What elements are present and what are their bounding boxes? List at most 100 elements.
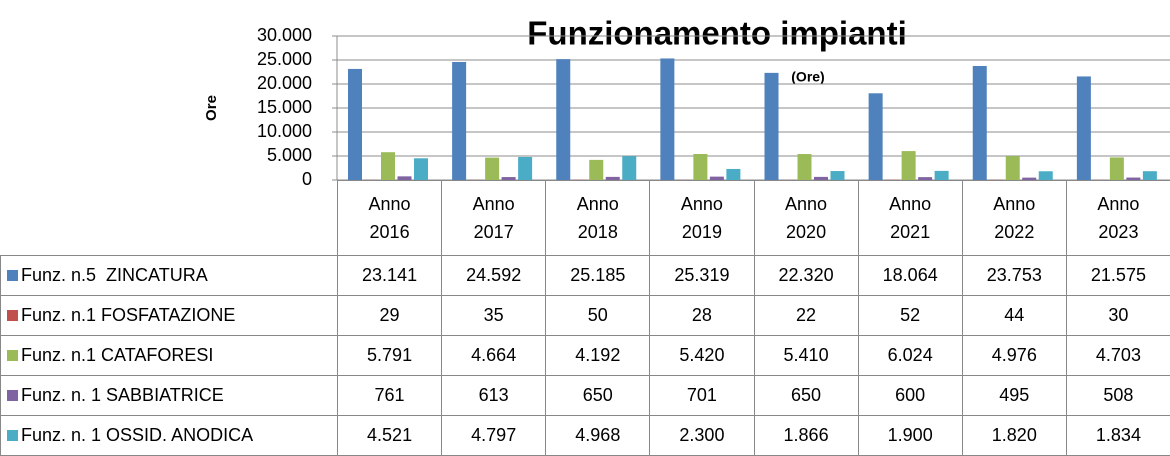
value-label: 28	[650, 296, 754, 336]
bar	[660, 58, 674, 180]
value-label: 650	[754, 376, 858, 416]
category-label: Anno 2023	[1066, 181, 1170, 256]
value-label: 4.797	[442, 416, 546, 456]
bar	[902, 151, 916, 180]
value-label: 4.976	[962, 336, 1066, 376]
value-label: 5.420	[650, 336, 754, 376]
value-label: 4.192	[546, 336, 650, 376]
bar	[518, 157, 532, 180]
bar	[1077, 76, 1091, 180]
bar	[798, 154, 812, 180]
value-label: 50	[546, 296, 650, 336]
chart-subtitle: (Ore)	[791, 69, 824, 85]
value-label: 4.703	[1066, 336, 1170, 376]
bar	[414, 158, 428, 180]
category-label: Anno 2021	[858, 181, 962, 256]
bar	[765, 73, 779, 180]
bar	[556, 59, 570, 180]
value-label: 24.592	[442, 256, 546, 296]
bar	[973, 66, 987, 180]
category-label: Anno 2022	[962, 181, 1066, 256]
chart: Funzionamento impianti (Ore) Ore 05.0001…	[0, 0, 1170, 200]
value-label: 701	[650, 376, 754, 416]
value-label: 508	[1066, 376, 1170, 416]
y-tick-label: 25.000	[257, 49, 312, 69]
bar	[869, 93, 883, 180]
value-label: 18.064	[858, 256, 962, 296]
legend-cell: Funz. n.5 ZINCATURA	[1, 256, 338, 296]
value-label: 21.575	[1066, 256, 1170, 296]
bar	[452, 62, 466, 180]
value-label: 4.664	[442, 336, 546, 376]
legend-key	[7, 350, 18, 361]
bar	[935, 171, 949, 180]
value-label: 5.410	[754, 336, 858, 376]
value-label: 761	[338, 376, 442, 416]
y-tick-label: 30.000	[257, 25, 312, 45]
value-label: 25.319	[650, 256, 754, 296]
legend-label: Funz. n.1 CATAFORESI	[21, 345, 213, 365]
y-axis-label: Ore	[203, 95, 220, 121]
bar	[1143, 171, 1157, 180]
legend-cell: Funz. n.1 CATAFORESI	[1, 336, 338, 376]
value-label: 23.141	[338, 256, 442, 296]
bar	[831, 171, 845, 180]
bar	[622, 156, 636, 180]
category-label: Anno 2017	[442, 181, 546, 256]
legend-key	[7, 430, 18, 441]
value-label: 44	[962, 296, 1066, 336]
category-label: Anno 2019	[650, 181, 754, 256]
value-label: 2.300	[650, 416, 754, 456]
bar	[1110, 157, 1124, 180]
value-label: 1.820	[962, 416, 1066, 456]
value-label: 613	[442, 376, 546, 416]
value-label: 5.791	[338, 336, 442, 376]
value-label: 1.900	[858, 416, 962, 456]
value-label: 29	[338, 296, 442, 336]
value-label: 6.024	[858, 336, 962, 376]
value-label: 23.753	[962, 256, 1066, 296]
legend-label: Funz. n.1 FOSFATAZIONE	[21, 305, 235, 325]
legend-key	[7, 270, 18, 281]
legend-key	[7, 310, 18, 321]
value-label: 30	[1066, 296, 1170, 336]
blank-cell	[1, 181, 338, 256]
value-label: 4.968	[546, 416, 650, 456]
legend-label: Funz. n. 1 SABBIATRICE	[21, 385, 224, 405]
value-label: 1.834	[1066, 416, 1170, 456]
legend-cell: Funz. n. 1 OSSID. ANODICA	[1, 416, 338, 456]
legend-key	[7, 390, 18, 401]
category-label: Anno 2018	[546, 181, 650, 256]
bar	[1006, 156, 1020, 180]
value-label: 22	[754, 296, 858, 336]
value-label: 22.320	[754, 256, 858, 296]
y-tick-label: 10.000	[257, 121, 312, 141]
chart-title: Funzionamento impianti	[527, 15, 906, 52]
bar	[381, 152, 395, 180]
bar	[348, 69, 362, 180]
value-label: 650	[546, 376, 650, 416]
y-tick-label: 5.000	[267, 145, 312, 165]
value-label: 1.866	[754, 416, 858, 456]
value-label: 52	[858, 296, 962, 336]
value-label: 600	[858, 376, 962, 416]
legend-cell: Funz. n. 1 SABBIATRICE	[1, 376, 338, 416]
bar	[485, 158, 499, 180]
category-label: Anno 2016	[338, 181, 442, 256]
bar	[589, 160, 603, 180]
bar	[693, 154, 707, 180]
legend-label: Funz. n. 1 OSSID. ANODICA	[21, 425, 253, 445]
value-label: 35	[442, 296, 546, 336]
bar	[1039, 171, 1053, 180]
category-label: Anno 2020	[754, 181, 858, 256]
value-label: 4.521	[338, 416, 442, 456]
value-label: 495	[962, 376, 1066, 416]
bar	[726, 169, 740, 180]
